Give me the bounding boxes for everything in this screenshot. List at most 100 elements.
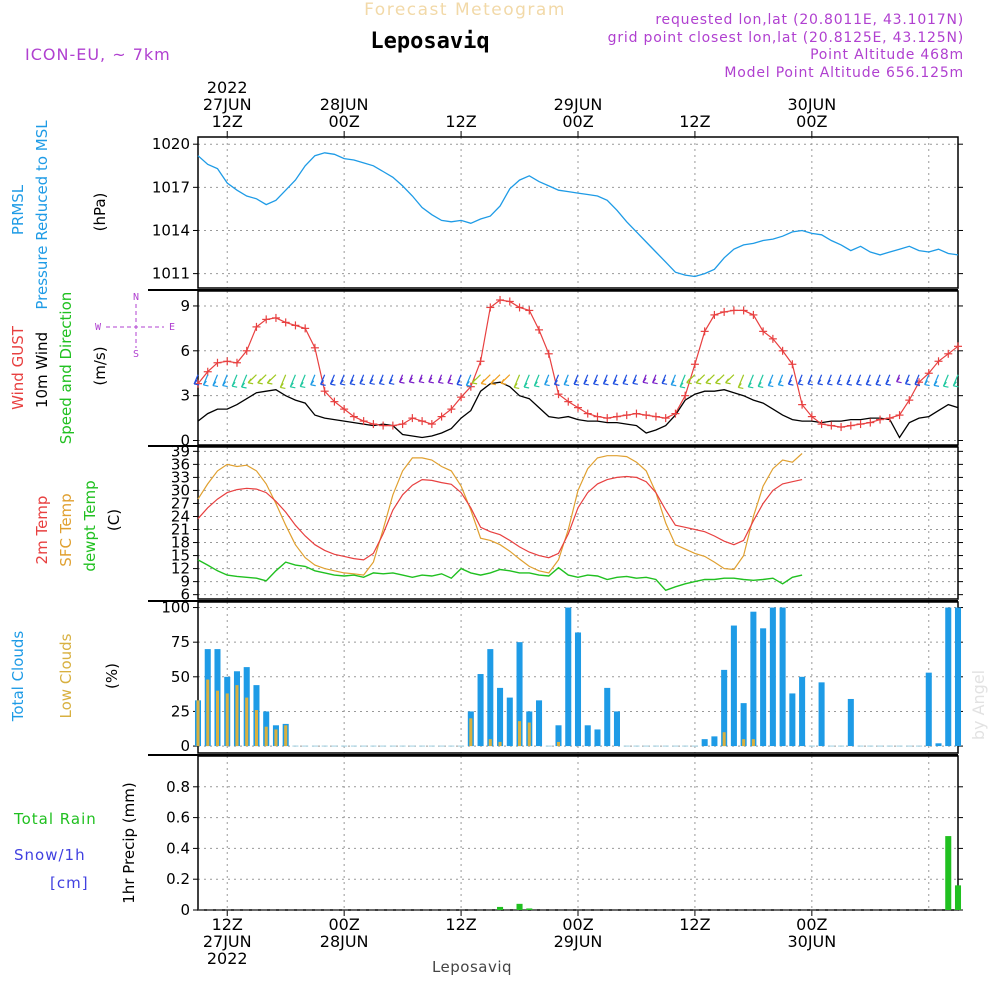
bar-rain xyxy=(954,885,962,910)
series-line-dewpt xyxy=(197,559,803,592)
gust-marker xyxy=(564,397,573,406)
panel-0: 1011 1014 1017 1020 xyxy=(152,135,963,289)
wind-arrow xyxy=(807,374,814,386)
precip-ylabels: Total Rain Snow/1h [cm] 1hr Precip (mm) xyxy=(13,782,138,903)
wind-arrow xyxy=(212,374,219,388)
gust-marker xyxy=(788,360,797,369)
wind-arrow xyxy=(885,374,891,386)
y-tick-label: 9 xyxy=(180,573,190,591)
bar-low-clouds xyxy=(215,690,219,747)
gust-marker xyxy=(729,306,738,315)
y-tick-label: 6 xyxy=(180,586,190,604)
bar-total-clouds xyxy=(799,676,806,747)
precip-unit: 1hr Precip (mm) xyxy=(120,782,138,903)
wind-arrow xyxy=(299,374,306,388)
wind-arrow xyxy=(767,374,774,388)
gust-marker xyxy=(340,405,349,414)
top-time-label: 2022 xyxy=(207,78,248,97)
bar-total-clouds xyxy=(779,607,786,747)
bar-total-clouds xyxy=(760,628,767,747)
top-time-label: 00Z xyxy=(796,112,827,131)
wind-arrow xyxy=(826,374,833,386)
wind-arrow xyxy=(563,374,570,387)
gust-marker xyxy=(759,327,768,336)
bar-total-clouds xyxy=(730,625,737,747)
wind-arrow xyxy=(952,374,959,388)
gust-marker xyxy=(934,357,943,366)
bottom-time-label: 12Z xyxy=(679,915,710,934)
bar-total-clouds xyxy=(574,632,582,747)
wind-arrow xyxy=(279,374,287,390)
bottom-time-label: 00Z xyxy=(562,915,593,934)
plot-layer: 1011101410171020036969121518212427303336… xyxy=(148,78,963,968)
wind-arrow xyxy=(231,374,238,388)
series-line-2m-temp xyxy=(197,475,803,561)
location-title: Leposaviq xyxy=(370,29,489,54)
y-tick-label: 1014 xyxy=(152,221,190,239)
wind-arrow xyxy=(836,374,843,386)
wind-arrow xyxy=(875,374,882,386)
bar-total-clouds xyxy=(925,672,932,747)
gust-marker xyxy=(778,346,787,355)
y-tick-label: 21 xyxy=(171,521,190,539)
y-tick-label: 6 xyxy=(180,342,190,360)
wind-arrow xyxy=(500,374,511,385)
y-tick-label: 12 xyxy=(171,560,190,578)
bar-low-clouds xyxy=(557,741,561,747)
rain-label: Total Rain xyxy=(13,810,97,828)
wind-arrow xyxy=(622,374,629,386)
wind-arrow xyxy=(679,374,686,389)
wind-arrow xyxy=(942,374,949,388)
bar-total-clouds xyxy=(497,687,504,747)
bottom-time-label: 27JUN xyxy=(203,932,252,951)
gust-marker xyxy=(213,358,222,367)
bar-low-clouds xyxy=(196,700,200,747)
gust-marker xyxy=(612,412,621,421)
gust-marker xyxy=(593,412,602,421)
gust-marker xyxy=(427,420,436,429)
y-tick-label: 75 xyxy=(171,633,190,651)
bar-total-clouds xyxy=(935,743,942,747)
wind-arrow xyxy=(777,374,784,387)
gust-marker xyxy=(583,409,592,418)
gust-marker xyxy=(359,417,368,426)
y-tick-label: 9 xyxy=(180,297,190,315)
wind-arrow xyxy=(480,374,491,386)
wind-ylabels: Wind GUST 10m Wind Speed and Direction (… xyxy=(9,292,175,445)
y-tick-label: 36 xyxy=(171,455,190,473)
gust-marker xyxy=(690,360,699,369)
gust-marker xyxy=(447,405,456,414)
bar-low-clouds xyxy=(488,739,492,747)
wind-arrow xyxy=(447,374,454,385)
gust-marker xyxy=(242,346,251,355)
bar-total-clouds xyxy=(954,607,962,747)
gust-marker xyxy=(418,417,427,426)
bottom-time-label: 12Z xyxy=(445,915,476,934)
gust-marker xyxy=(661,414,670,423)
bar-low-clouds xyxy=(235,685,239,747)
bar-total-clouds xyxy=(555,725,562,747)
y-tick-label: 15 xyxy=(171,547,190,565)
gust-marker xyxy=(301,324,310,333)
bottom-time-label: 30JUN xyxy=(787,932,836,951)
gust-marker xyxy=(739,306,748,315)
temp-ylabels: 2m Temp SFC Temp dewpt Temp (C) xyxy=(33,480,123,571)
gust-marker xyxy=(544,349,553,358)
top-time-label: 27JUN xyxy=(203,95,252,114)
gust-marker xyxy=(525,306,534,315)
bar-low-clouds xyxy=(527,722,531,747)
wind10m-label: 10m Wind xyxy=(33,332,51,408)
bottom-time-label: 2022 xyxy=(207,949,248,968)
gust-marker xyxy=(486,303,495,312)
gust-marker xyxy=(671,409,680,418)
pressure-label-1: PRMSL xyxy=(9,184,27,235)
cloud-ylabels: Total Clouds Low Clouds (%) xyxy=(9,631,121,723)
compass-east: E xyxy=(169,322,175,333)
wind-arrow xyxy=(513,374,521,390)
bottom-time-label: 00Z xyxy=(796,915,827,934)
series-line-sfc-temp xyxy=(197,453,803,576)
wind-arrow xyxy=(388,374,395,385)
gust-marker xyxy=(768,334,777,343)
y-tick-label: 18 xyxy=(171,534,190,552)
